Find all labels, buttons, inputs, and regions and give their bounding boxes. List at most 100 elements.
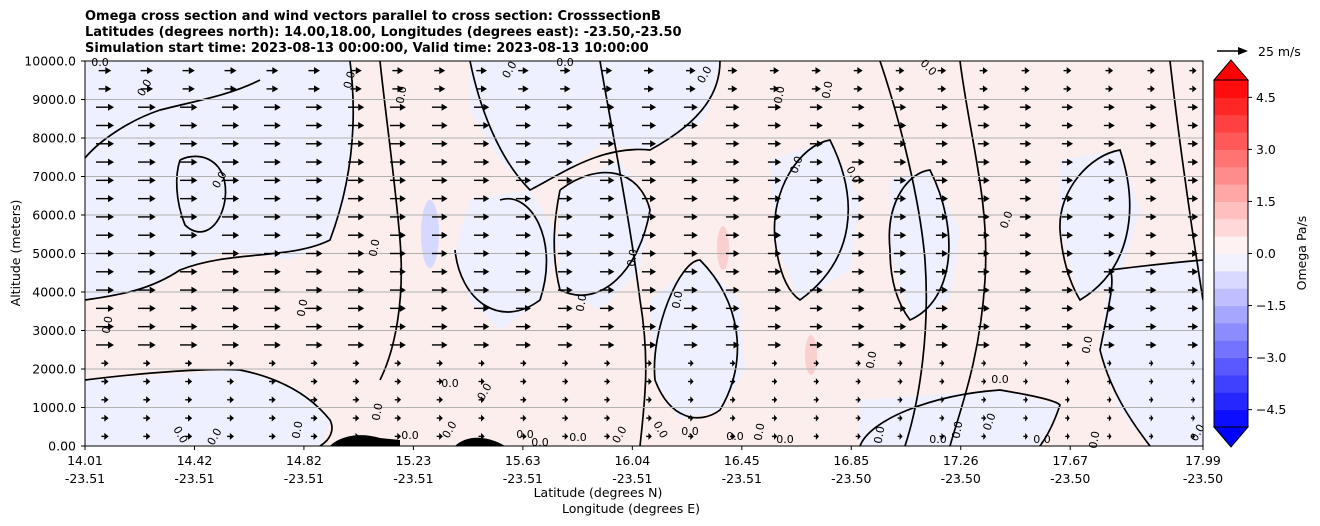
- wind-vector-head: [439, 378, 443, 386]
- wind-vector-head: [355, 359, 360, 367]
- wind-vector-head: [1108, 121, 1115, 129]
- wind-vector-head: [941, 323, 948, 331]
- wind-vector-head: [899, 359, 903, 367]
- wind-vector-head: [941, 85, 947, 93]
- colorbar-tick-label: 3.0: [1256, 142, 1276, 157]
- wind-vector-head: [900, 103, 907, 111]
- zero-contour-line: [879, 61, 928, 446]
- wind-vector-head: [941, 103, 948, 111]
- colorbar-segment: [1214, 201, 1248, 220]
- wind-vector-head: [480, 85, 487, 93]
- wind-vector-head: [441, 140, 448, 148]
- wind-vector-head: [857, 378, 861, 386]
- wind-vector-head: [1192, 67, 1197, 75]
- wind-vector-head: [397, 414, 402, 422]
- wind-vector-head: [1192, 103, 1199, 111]
- wind-vector-head: [316, 231, 323, 239]
- contour-label: 0.0: [681, 425, 699, 438]
- wind-vector-head: [733, 268, 740, 276]
- contour-label: 0.0: [872, 425, 888, 444]
- wind-vector-head: [481, 414, 485, 422]
- wind-vector-head: [233, 103, 240, 111]
- wind-vector-head: [481, 396, 485, 404]
- wind-vector-head: [606, 67, 613, 75]
- omega-negative-region: [1100, 260, 1203, 446]
- wind-vector-head: [522, 378, 527, 386]
- wind-vector-head: [1150, 432, 1154, 440]
- wind-vector-head: [858, 213, 865, 221]
- wind-vector-head: [524, 341, 531, 349]
- wind-vector-head: [483, 176, 490, 184]
- wind-vector-head: [149, 103, 156, 111]
- wind-vector-head: [983, 341, 990, 349]
- wind-vector-head: [399, 176, 406, 184]
- wind-vector-head: [608, 268, 615, 276]
- wind-vector-head: [399, 250, 406, 257]
- wind-vector-head: [233, 304, 240, 312]
- wind-vector-head: [775, 250, 782, 257]
- wind-vector-head: [104, 359, 109, 367]
- wind-vector-head: [524, 231, 531, 239]
- wind-vector-head: [1150, 121, 1157, 129]
- wind-vector-head: [313, 359, 318, 367]
- wind-vector-head: [399, 323, 406, 331]
- wind-vector-head: [313, 396, 318, 404]
- wind-vector-head: [441, 103, 448, 111]
- contour-label: 0.0: [91, 56, 109, 69]
- wind-vector-head: [316, 158, 323, 166]
- wind-vector-head: [648, 359, 652, 367]
- wind-vector-head: [691, 121, 698, 129]
- wind-vector-head: [816, 158, 823, 166]
- wind-vector-head: [733, 250, 740, 257]
- wind-vector-head: [355, 432, 360, 440]
- wind-vector-head: [900, 195, 907, 203]
- wind-vector-head: [358, 268, 365, 276]
- omega-negative-region: [650, 260, 745, 420]
- wind-vector-head: [1067, 213, 1074, 221]
- wind-vector-head: [566, 121, 573, 129]
- wind-vector-head: [1192, 304, 1199, 312]
- wind-vector-head: [108, 231, 114, 239]
- wind-vector-head: [146, 378, 151, 386]
- contour-label: 0.0: [394, 85, 410, 104]
- x-tick-label-lon: -23.51: [503, 471, 543, 486]
- wind-vector-head: [397, 67, 404, 75]
- wind-vector-head: [775, 341, 782, 349]
- y-axis: 0.00 1000.0 2000.0 3000.0 4000.0 5000.0 6000.0…: [24, 54, 85, 454]
- wind-vector-head: [1150, 213, 1157, 221]
- title-line-3: Simulation start time: 2023-08-13 00:00:…: [85, 41, 649, 56]
- wind-vector-head: [233, 323, 240, 331]
- wind-vector-head: [1192, 213, 1199, 221]
- wind-vector-head: [648, 67, 654, 75]
- wind-vector-head: [483, 304, 490, 312]
- wind-vector-head: [816, 140, 823, 148]
- wind-vector-head: [191, 268, 198, 276]
- wind-vector-head: [564, 432, 569, 440]
- wind-vector-head: [524, 304, 531, 312]
- wind-vector-head: [1192, 85, 1197, 93]
- wind-vector-head: [982, 67, 988, 75]
- wind-vector-head: [397, 432, 402, 440]
- wind-vector-head: [399, 231, 406, 239]
- colorbar-segment: [1214, 132, 1248, 150]
- wind-vector-head: [230, 85, 237, 93]
- wind-vector-head: [1025, 341, 1032, 349]
- wind-vector-head: [941, 250, 948, 257]
- wind-vector-head: [608, 250, 615, 257]
- wind-vector-head: [274, 121, 281, 129]
- contour-label: 0.0: [1080, 335, 1096, 354]
- wind-vector-head: [229, 432, 234, 440]
- contour-label: 0.0: [516, 428, 534, 441]
- colorbar-segment: [1214, 184, 1248, 202]
- colorbar-tick-label: −3.0: [1256, 350, 1286, 365]
- wind-vector-head: [1192, 250, 1199, 257]
- wind-vector-head: [108, 286, 114, 294]
- wind-vector-head: [1067, 304, 1074, 312]
- wind-vector-head: [191, 323, 198, 331]
- wind-vector-head: [689, 85, 696, 93]
- wind-vector-head: [524, 176, 531, 184]
- colorbar-segment: [1214, 166, 1248, 185]
- wind-vector-head: [108, 304, 114, 312]
- wind-vector-head: [397, 359, 402, 367]
- wind-vector-head: [815, 378, 819, 386]
